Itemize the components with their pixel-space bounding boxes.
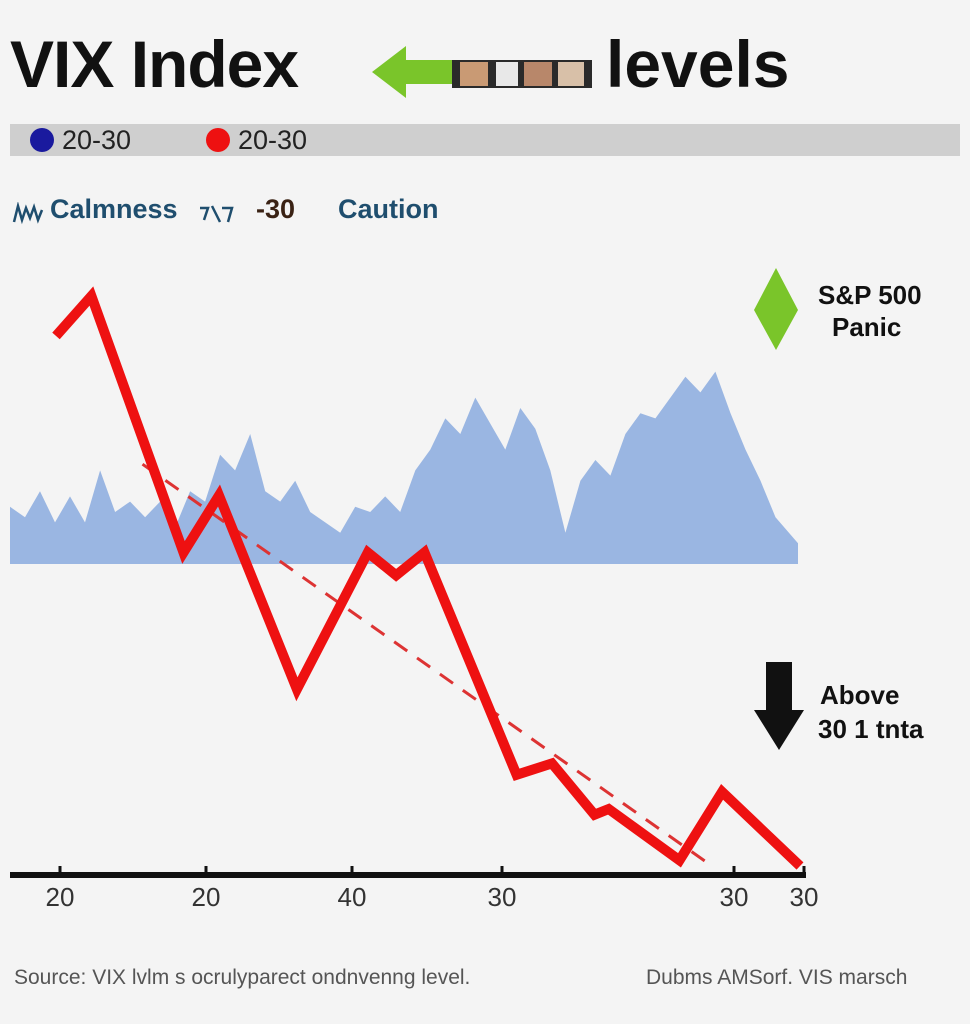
source-credit: Dubms AMSorf. VIS marsch: [646, 966, 908, 989]
green-updown-arrow-icon: [754, 268, 798, 350]
legend-item-red: 20-30: [206, 124, 307, 156]
black-down-arrow-icon: [754, 662, 804, 750]
legend-label-red: 20-30: [238, 124, 308, 155]
annotation-top-line1: S&P 500: [818, 280, 922, 310]
legend-dot-red-icon: [206, 128, 230, 152]
legend-item-blue: 20-30: [30, 124, 131, 156]
annotation-bottom-line2: 30 1 tnta: [818, 714, 924, 744]
vix-line: [52, 286, 804, 870]
zone-caution: Caution: [338, 194, 439, 224]
zone-threshold: -30: [256, 194, 296, 224]
x-tick-label: 40: [338, 882, 367, 912]
chart-title: VIX Index: [10, 27, 299, 101]
vix-series: [52, 286, 804, 870]
zone-scribble-icon: [12, 202, 44, 225]
decorative-banner-icon: [452, 60, 592, 88]
x-tick-label: 20: [192, 882, 221, 912]
title-row: VIX Index levels: [0, 18, 970, 118]
zone-scribble-icon: [200, 205, 234, 223]
legend: 20-30 20-30: [10, 124, 960, 156]
x-axis-ticks: 20 20 40 30 30 30: [46, 866, 819, 912]
legend-dot-blue-icon: [30, 128, 54, 152]
x-tick-label: 30: [790, 882, 819, 912]
zone-calmness: Calmness: [50, 194, 178, 224]
x-tick-label: 20: [46, 882, 75, 912]
x-tick-label: 30: [720, 882, 749, 912]
zone-labels: Calmness -30 Caution: [12, 194, 962, 230]
annotation-top-line2: Panic: [832, 312, 902, 342]
annotation-bottom-line1: Above: [820, 680, 900, 710]
source-note: Source: VIX lvlm s ocrulyparect ondnvenn…: [14, 966, 471, 989]
legend-label-blue: 20-30: [62, 124, 132, 155]
chart-title-suffix: levels: [606, 27, 790, 101]
x-tick-label: 30: [488, 882, 517, 912]
left-arrow-icon: [372, 46, 452, 98]
